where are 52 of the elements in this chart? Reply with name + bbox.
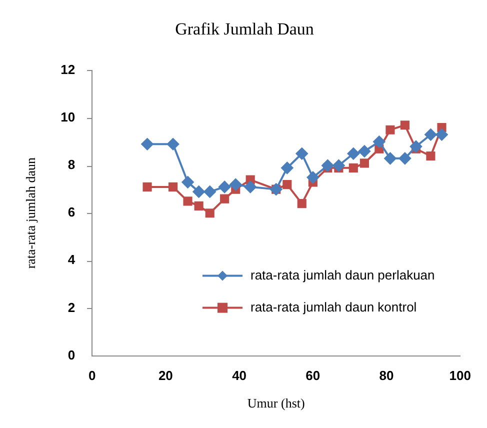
point: [426, 151, 436, 161]
point: [218, 180, 231, 193]
point: [183, 196, 192, 206]
point: [282, 180, 292, 190]
y-tick-label: 4: [68, 252, 76, 268]
point: [142, 182, 152, 192]
x-tick-label: 0: [88, 368, 96, 384]
x-tick-label: 100: [449, 368, 472, 384]
point: [322, 160, 334, 172]
point: [141, 138, 154, 150]
point: [306, 171, 319, 184]
y-tick-label: 10: [60, 110, 76, 125]
chart-title: Grafik Jumlah Daun: [175, 20, 314, 39]
y-tick-label: 12: [60, 62, 76, 77]
point: [348, 163, 358, 172]
y-tick-label: 2: [68, 300, 76, 315]
point: [192, 186, 205, 198]
legend-label: rata-rata jumlah daun perlakuan: [250, 267, 435, 282]
point: [182, 176, 194, 188]
point: [194, 201, 204, 210]
point: [281, 162, 294, 174]
point: [205, 208, 214, 218]
point: [386, 125, 395, 134]
point: [358, 145, 370, 158]
point: [360, 158, 369, 168]
x-tick-label: 40: [232, 368, 247, 384]
x-tick-label: 80: [379, 368, 394, 384]
y-axis-title: rata-rata jumlah daun: [23, 157, 38, 269]
y-tick-label: 6: [68, 204, 76, 220]
point: [230, 178, 242, 191]
point: [244, 180, 256, 193]
point: [410, 140, 422, 153]
y-tick-label: 0: [68, 347, 76, 362]
x-tick-label: 60: [306, 368, 320, 384]
point: [220, 194, 230, 204]
y-tick-label: 8: [68, 157, 76, 172]
point: [424, 128, 437, 141]
point: [436, 128, 448, 141]
point: [296, 148, 308, 160]
point: [332, 160, 345, 172]
point: [167, 138, 180, 150]
legend-label: rata-rata jumlah daun kontrol: [250, 299, 417, 314]
point: [398, 152, 411, 164]
point: [384, 152, 396, 164]
point: [347, 148, 360, 160]
point: [297, 199, 306, 208]
point: [204, 186, 216, 198]
point: [373, 136, 386, 148]
point: [168, 182, 178, 192]
x-tick-label: 20: [158, 368, 173, 384]
point: [400, 120, 410, 130]
x-axis-title: Umur (hst): [247, 396, 305, 411]
